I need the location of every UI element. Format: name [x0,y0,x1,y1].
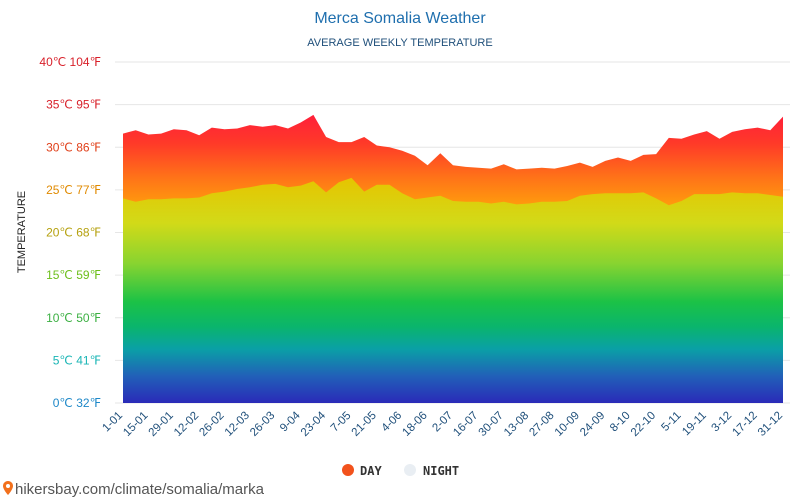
chart-subtitle: AVERAGE WEEKLY TEMPERATURE [307,37,492,49]
legend-night-marker [404,464,416,476]
x-tick-label: 29-01 [147,410,176,439]
x-tick-label: 15-01 [121,410,150,439]
night-series-area [123,177,783,403]
legend-day-marker [342,464,354,476]
y-axis-ticks: 0℃ 32℉ 5℃ 41℉ 10℃ 50℉ 15℃ 59℉ 20℃ 68℉ 25℃ 77℉… [39,55,101,410]
x-tick-label: 16-07 [451,410,480,439]
map-pin-icon [3,481,13,495]
x-tick-label: 18-06 [400,410,429,439]
x-tick-label: 13-08 [502,410,531,439]
chart-title: Merca Somalia Weather [314,10,486,27]
y-tick-label: 0℃ 32℉ [53,396,101,410]
x-tick-label: 23-04 [299,409,329,439]
x-tick-label: 12-02 [172,410,201,439]
x-tick-label: 26-03 [248,410,277,439]
x-tick-label: 30-07 [477,410,506,439]
x-tick-label: 10-09 [553,410,582,439]
y-axis-label: TEMPERATURE [16,191,28,273]
footer-link[interactable]: hikersbay.com/climate/somalia/marka [15,481,265,498]
x-tick-label: 21-05 [350,410,379,439]
legend-night-label[interactable]: NIGHT [423,464,459,478]
y-tick-label: 20℃ 68℉ [46,226,101,240]
y-tick-label: 10℃ 50℉ [46,311,101,325]
footer[interactable]: hikersbay.com/climate/somalia/marka [3,481,265,498]
y-tick-label: 25℃ 77℉ [46,183,101,197]
plot-area [123,114,783,404]
x-tick-label: 17-12 [730,410,759,439]
x-tick-label: 12-03 [223,410,252,439]
y-tick-label: 40℃ 104℉ [39,55,101,69]
y-tick-label: 5℃ 41℉ [53,353,101,367]
legend[interactable]: DAY NIGHT [342,464,459,478]
y-tick-label: 15℃ 59℉ [46,268,101,282]
x-tick-label: 24-09 [578,410,607,439]
x-tick-label: 22-10 [629,410,658,439]
legend-day-label[interactable]: DAY [360,464,382,478]
y-tick-label: 35℃ 95℉ [46,98,101,112]
x-tick-label: 26-02 [197,410,226,439]
x-tick-label: 19-11 [680,410,709,439]
y-tick-label: 30℃ 86℉ [46,140,101,154]
x-tick-label: 27-08 [527,410,556,439]
x-tick-label: 31-12 [756,410,785,439]
